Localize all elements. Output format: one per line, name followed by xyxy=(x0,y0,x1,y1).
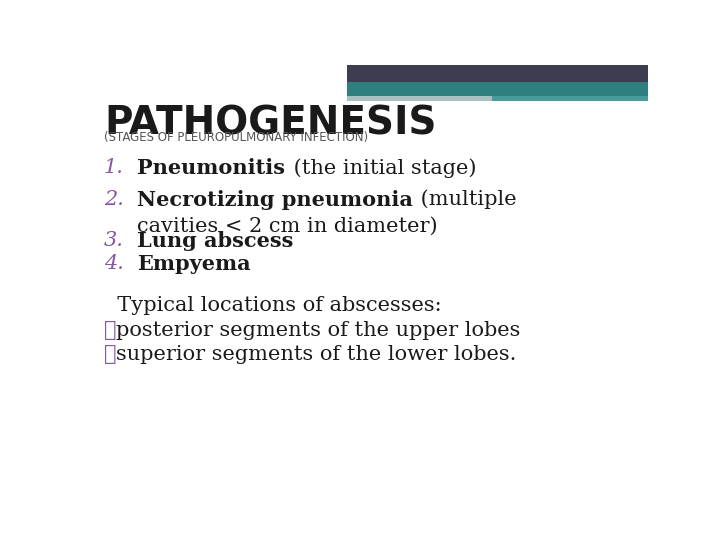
Text: (STAGES OF PLEUROPULMONARY INFECTION): (STAGES OF PLEUROPULMONARY INFECTION) xyxy=(104,131,368,144)
Bar xyxy=(347,96,648,102)
Text: PATHOGENESIS: PATHOGENESIS xyxy=(104,104,436,143)
Text: Empyema: Empyema xyxy=(138,254,251,274)
Text: posterior segments of the upper lobes: posterior segments of the upper lobes xyxy=(117,321,521,340)
Text: Typical locations of abscesses:: Typical locations of abscesses: xyxy=(104,295,441,315)
Text: ✓: ✓ xyxy=(104,321,117,340)
Text: 4.: 4. xyxy=(104,254,124,273)
Bar xyxy=(492,96,648,102)
Text: 1.: 1. xyxy=(104,158,124,177)
Text: (multiple: (multiple xyxy=(415,190,517,209)
Text: cavities < 2 cm in diameter): cavities < 2 cm in diameter) xyxy=(138,217,438,235)
Bar xyxy=(347,65,648,82)
Text: 2.: 2. xyxy=(104,190,124,208)
Text: Lung abscess: Lung abscess xyxy=(138,231,294,251)
Text: Necrotizing pneumonia: Necrotizing pneumonia xyxy=(138,190,413,210)
Text: superior segments of the lower lobes.: superior segments of the lower lobes. xyxy=(117,346,517,365)
Text: ✓: ✓ xyxy=(104,346,117,365)
Text: Pneumonitis: Pneumonitis xyxy=(138,158,285,178)
Text: 3.: 3. xyxy=(104,231,124,250)
Bar xyxy=(347,82,648,96)
Text: (the initial stage): (the initial stage) xyxy=(287,158,476,178)
